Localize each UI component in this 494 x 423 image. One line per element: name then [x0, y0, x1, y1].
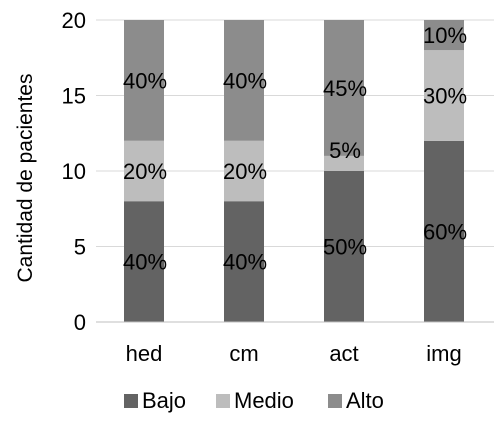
x-category-label: hed: [126, 341, 163, 366]
data-labels: 40% 20% 40% 40% 20% 40% 50% 5% 45% 60% 30% 10%: [123, 23, 467, 275]
bar-segment-bajo: [424, 140, 464, 322]
legend-swatch-alto: [328, 394, 342, 408]
y-axis-ticks: 0 5 10 15 20: [62, 8, 86, 335]
legend-label-medio: Medio: [234, 388, 294, 413]
legend-label-alto: Alto: [346, 388, 384, 413]
bar-segment-alto: [124, 20, 164, 141]
bar-segment-medio: [424, 50, 464, 141]
y-axis-label: Cantidad de pacientes: [14, 74, 37, 283]
bar-segment-medio: [124, 140, 164, 202]
data-label: 45%: [323, 76, 367, 101]
data-label: 40%: [123, 250, 167, 275]
data-label: 5%: [329, 138, 361, 163]
x-category-label: act: [329, 341, 358, 366]
x-category-label: img: [426, 341, 461, 366]
data-label: 20%: [123, 159, 167, 184]
bar-segment-medio: [324, 155, 364, 171]
legend: Bajo Medio Alto: [124, 388, 384, 413]
legend-label-bajo: Bajo: [142, 388, 186, 413]
bar-segment-bajo: [224, 201, 264, 322]
data-label: 60%: [423, 219, 467, 244]
data-label: 50%: [323, 235, 367, 260]
bars: [124, 20, 464, 322]
legend-swatch-medio: [216, 394, 230, 408]
legend-swatch-bajo: [124, 394, 138, 408]
x-category-label: cm: [229, 341, 258, 366]
y-tick-label: 0: [74, 310, 86, 335]
data-label: 40%: [223, 68, 267, 93]
data-label: 20%: [223, 159, 267, 184]
data-label: 30%: [423, 84, 467, 109]
bar-segment-alto: [224, 20, 264, 141]
y-tick-label: 20: [62, 8, 86, 33]
bar-segment-bajo: [324, 171, 364, 322]
bar-segment-medio: [224, 140, 264, 202]
y-tick-label: 15: [62, 84, 86, 109]
bar-segment-alto: [324, 20, 364, 156]
bar-segment-alto: [424, 20, 464, 51]
data-label: 40%: [223, 250, 267, 275]
x-axis-categories: hed cm act img: [126, 341, 462, 366]
y-tick-label: 10: [62, 159, 86, 184]
y-tick-label: 5: [74, 235, 86, 260]
bar-segment-bajo: [124, 201, 164, 322]
data-label: 40%: [123, 68, 167, 93]
data-label: 10%: [423, 23, 467, 48]
